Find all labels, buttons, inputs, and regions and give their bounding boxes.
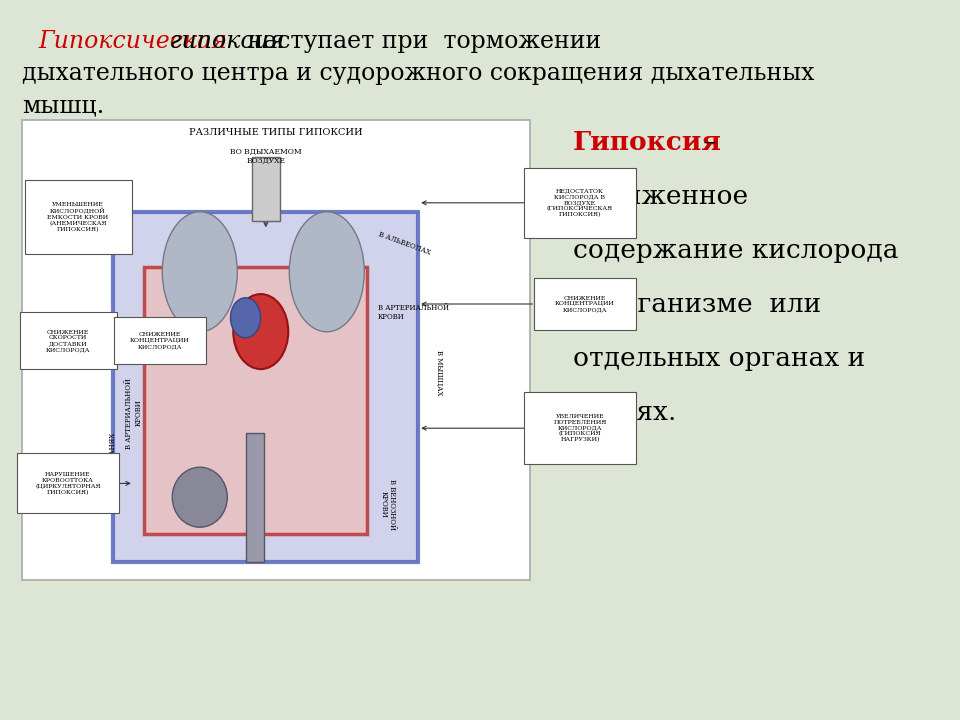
Ellipse shape	[289, 212, 364, 332]
FancyBboxPatch shape	[17, 454, 119, 513]
Text: наступает при  торможении: наступает при торможении	[240, 30, 601, 53]
Ellipse shape	[162, 212, 237, 332]
Text: СНИЖЕНИЕ
КОНЦЕНТРАЦИИ
КИСЛОРОДА: СНИЖЕНИЕ КОНЦЕНТРАЦИИ КИСЛОРОДА	[131, 333, 190, 349]
Ellipse shape	[233, 294, 288, 369]
Text: НЕДОСТАТОК
КИСЛОРОДА В
ВОЗДУХЕ
(ГИПОКСИЧЕСКАЯ
ГИПОКСИЯ): НЕДОСТАТОК КИСЛОРОДА В ВОЗДУХЕ (ГИПОКСИЧ…	[547, 189, 613, 217]
Text: УВЕЛИЧЕНИЕ
ПОТРЕБЛЕНИЯ
КИСЛОРОДА
(ГИПОКСИЯ
НАГРУЗКИ): УВЕЛИЧЕНИЕ ПОТРЕБЛЕНИЯ КИСЛОРОДА (ГИПОКС…	[553, 414, 607, 443]
Text: дыхательного центра и судорожного сокращения дыхательных: дыхательного центра и судорожного сокращ…	[22, 62, 814, 85]
Text: Гипоксия: Гипоксия	[573, 130, 722, 155]
Text: В АРТЕРИАЛЬНОЙ
КРОВИ: В АРТЕРИАЛЬНОЙ КРОВИ	[125, 377, 142, 449]
Text: –: –	[695, 130, 716, 155]
Text: В МЫШЦАХ: В МЫШЦАХ	[435, 350, 443, 395]
Text: В АРТЕРИАЛЬНОЙ
КРОВИ: В АРТЕРИАЛЬНОЙ КРОВИ	[377, 304, 448, 321]
Text: тканях.: тканях.	[573, 400, 678, 425]
FancyBboxPatch shape	[252, 157, 280, 221]
FancyBboxPatch shape	[113, 212, 419, 562]
Text: ВО ВДЫХАЕМОМ
ВОЗДУХЕ: ВО ВДЫХАЕМОМ ВОЗДУХЕ	[230, 148, 301, 165]
Ellipse shape	[230, 298, 260, 338]
Text: СНИЖЕНИЕ
СКОРОСТИ
ДОСТАВКИ
КИСЛОРОДА: СНИЖЕНИЕ СКОРОСТИ ДОСТАВКИ КИСЛОРОДА	[46, 330, 90, 352]
Text: отдельных органах и: отдельных органах и	[573, 346, 865, 371]
Text: СНИЖЕНИЕ
КОНЦЕНТРАЦИИ
КИСЛОРОДА: СНИЖЕНИЕ КОНЦЕНТРАЦИИ КИСЛОРОДА	[555, 296, 614, 312]
FancyBboxPatch shape	[246, 433, 263, 562]
Text: НАРУШЕНИЕ
КРОВООТТОКА
(ЦИРКУЛЯТОРНАЯ
ГИПОКСИЯ): НАРУШЕНИЕ КРОВООТТОКА (ЦИРКУЛЯТОРНАЯ ГИП…	[36, 472, 101, 495]
FancyBboxPatch shape	[524, 168, 636, 238]
Text: УМЕНЬШЕНИЕ
КИСЛОРОДНОЙ
ЕМКОСТИ КРОВИ
(АНЕМИЧЕСКАЯ
ГИПОКСИЯ): УМЕНЬШЕНИЕ КИСЛОРОДНОЙ ЕМКОСТИ КРОВИ (АН…	[47, 202, 108, 232]
Text: РАЗЛИЧНЫЕ ТИПЫ ГИПОКСИИ: РАЗЛИЧНЫЕ ТИПЫ ГИПОКСИИ	[189, 128, 363, 137]
FancyBboxPatch shape	[25, 179, 132, 253]
FancyBboxPatch shape	[144, 267, 368, 534]
FancyBboxPatch shape	[19, 312, 116, 369]
Text: мышц.: мышц.	[22, 94, 105, 117]
Text: в  организме  или: в организме или	[573, 292, 821, 317]
Text: гипоксия: гипоксия	[162, 30, 284, 53]
Text: В АЛЬВЕОЛАХ: В АЛЬВЕОЛАХ	[377, 230, 432, 257]
Ellipse shape	[172, 467, 228, 527]
FancyBboxPatch shape	[22, 120, 530, 580]
Text: В ТКАНЯХ: В ТКАНЯХ	[109, 433, 117, 472]
FancyBboxPatch shape	[534, 278, 636, 330]
Text: Гипоксическая: Гипоксическая	[38, 30, 227, 53]
Text: пониженное: пониженное	[573, 184, 748, 209]
FancyBboxPatch shape	[524, 392, 636, 464]
Text: В ВЕНОЗНОЙ
КРОВИ: В ВЕНОЗНОЙ КРОВИ	[379, 479, 396, 530]
Text: содержание кислорода: содержание кислорода	[573, 238, 899, 263]
FancyBboxPatch shape	[114, 318, 206, 364]
